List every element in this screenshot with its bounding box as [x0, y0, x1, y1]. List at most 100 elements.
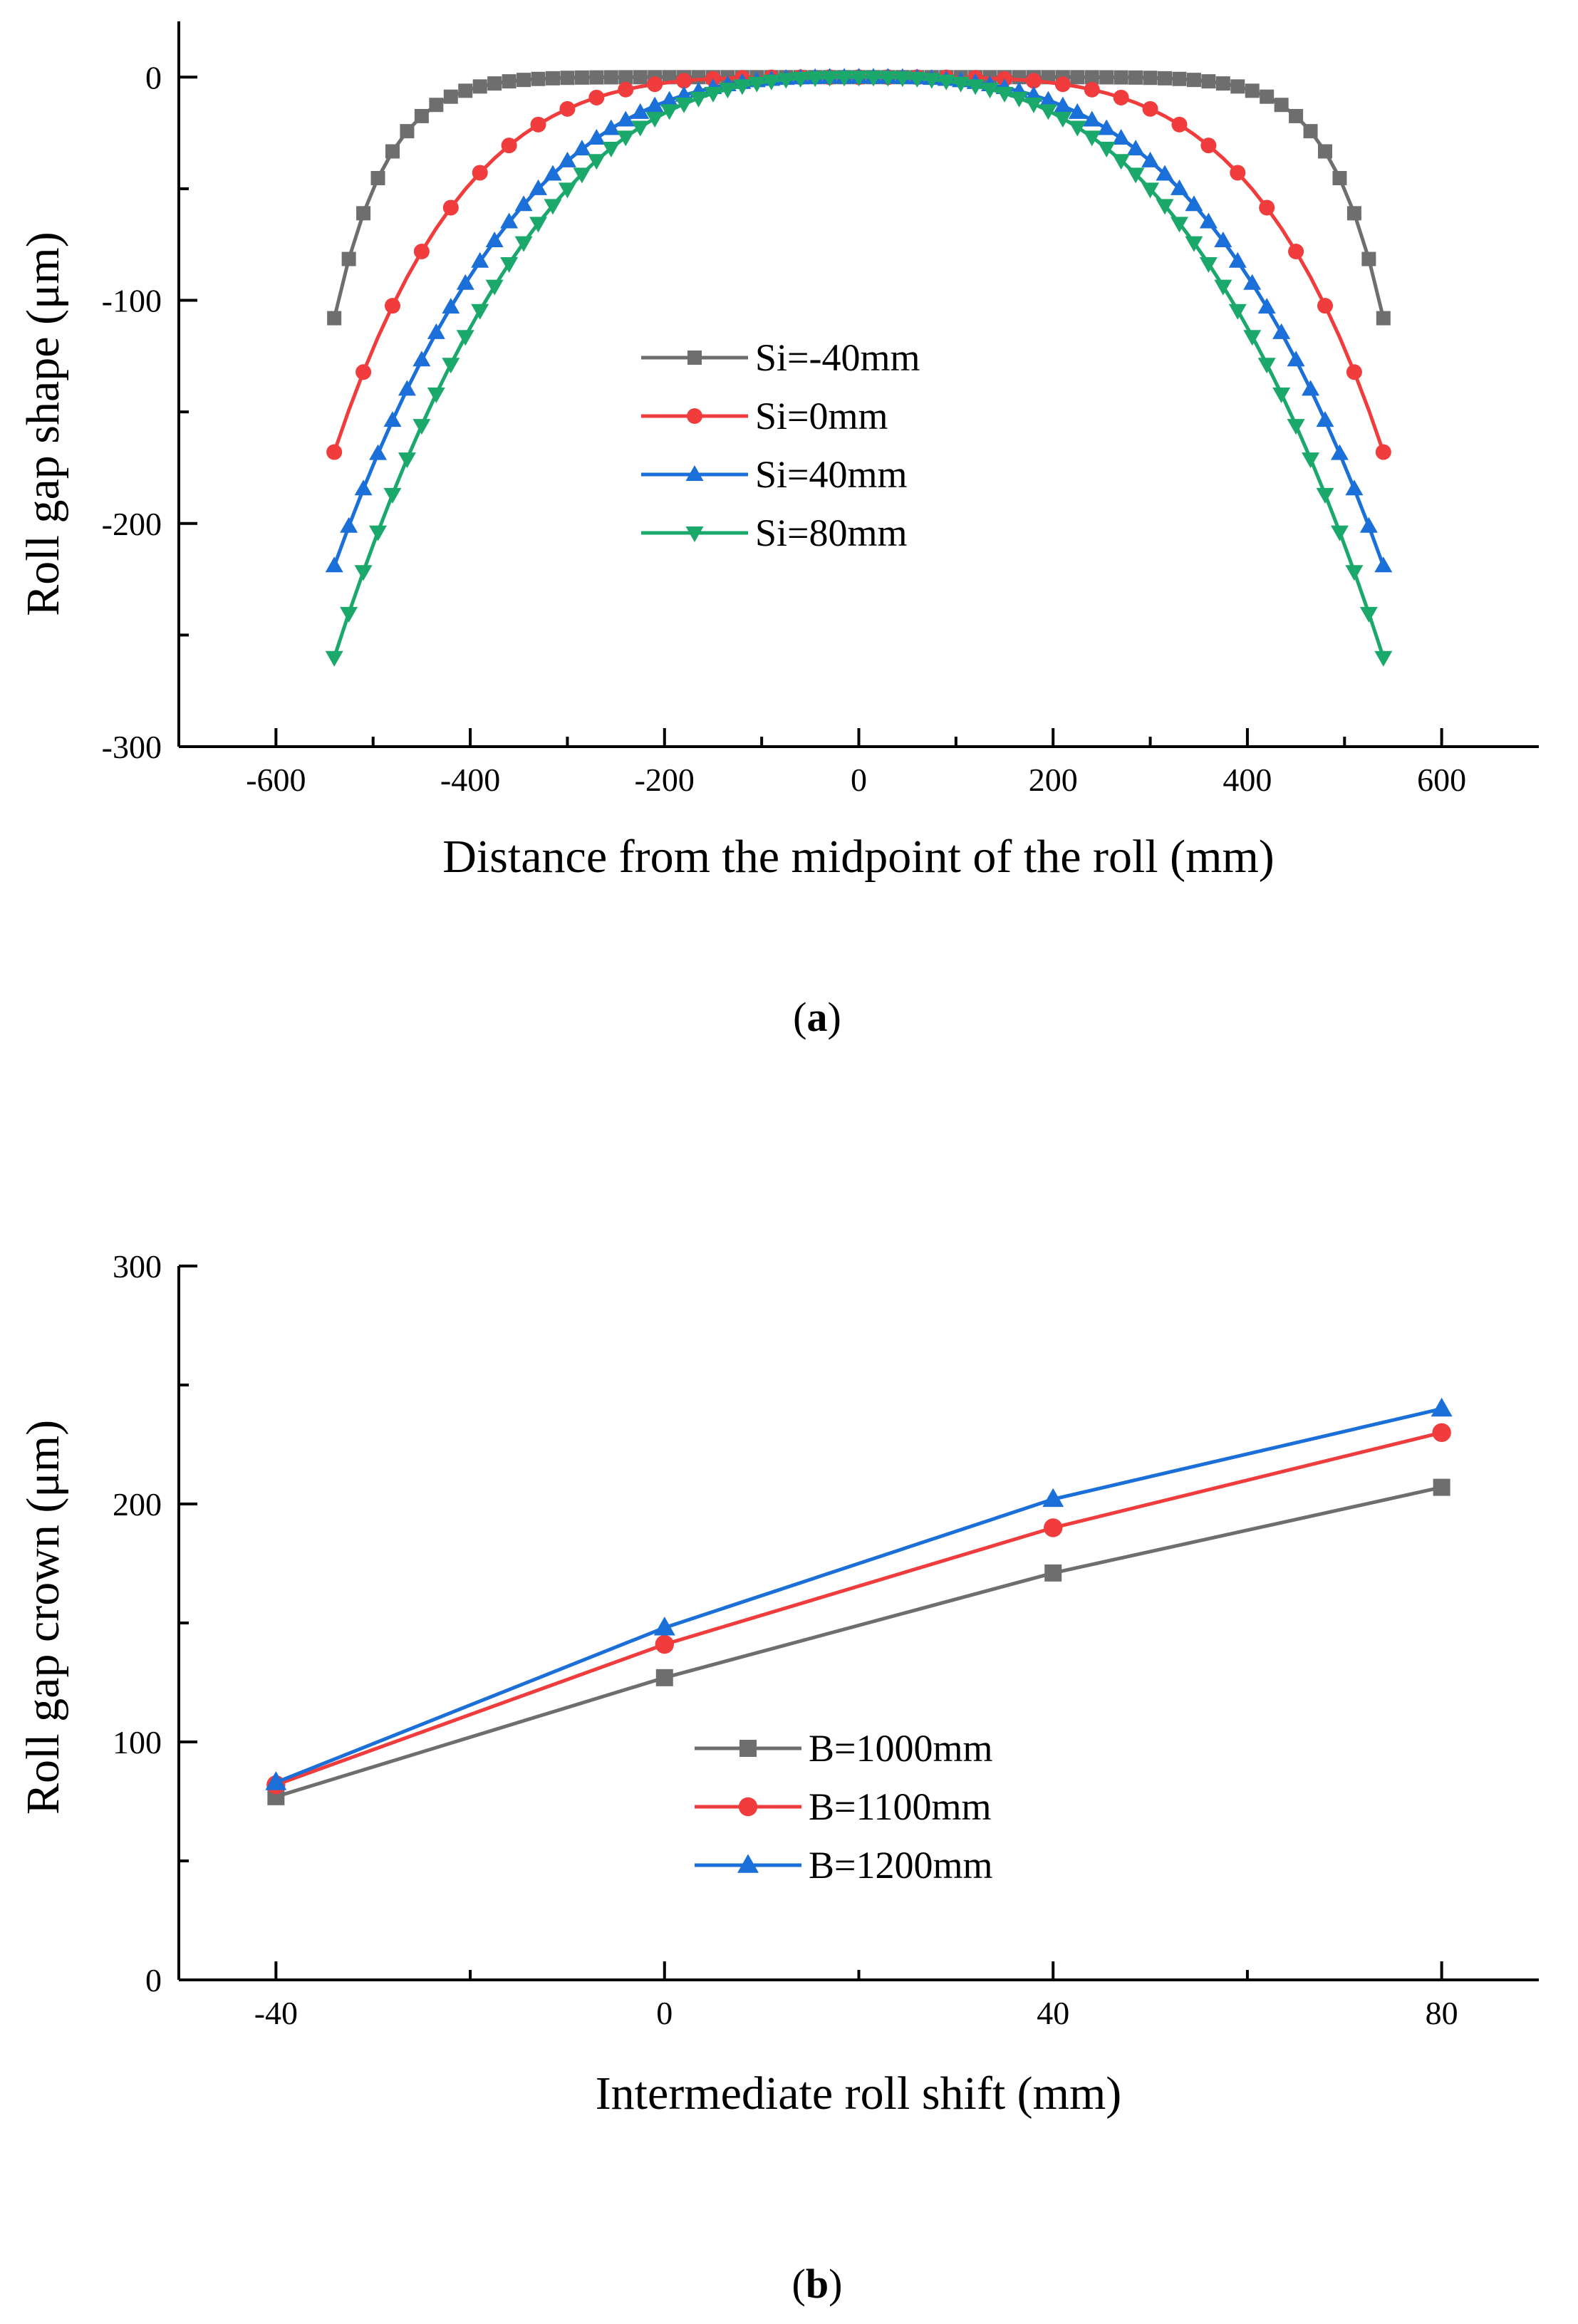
chart-a-series-1-point-72 — [1375, 444, 1391, 460]
chart-a-series-1-point-4 — [384, 298, 400, 314]
chart-b-legend-marker-1 — [738, 1797, 758, 1817]
chart-a-series-1-point-8 — [442, 199, 459, 216]
chart-a-series-3-point-54 — [1112, 154, 1131, 170]
chart-a-series-2-point-18 — [587, 129, 606, 145]
chart-a-series-3-point-9 — [456, 330, 474, 346]
chart-a-series-3-point-56 — [1141, 182, 1160, 199]
caption-b: (b) — [792, 2261, 843, 2307]
chart-a-series-2-point-14 — [529, 179, 548, 195]
chart-a-y-axis-title: Roll gap shape (μm) — [17, 232, 69, 616]
chart-a-x-tick-label-6: 600 — [1417, 762, 1466, 798]
chart-a-series-0-point-1 — [341, 251, 356, 266]
chart-a-series-1-point-20 — [618, 81, 634, 98]
chart-a-series-2-point-5 — [398, 380, 416, 396]
chart-a-series-3-point-53 — [1097, 141, 1116, 157]
chart-a-series-2-point-6 — [412, 351, 431, 367]
chart-a-series-3-point-29 — [747, 76, 766, 93]
chart-a-series-0-point-2 — [356, 206, 371, 221]
chart-a-series-3-point-18 — [587, 154, 606, 170]
chart-a-series-0-point-65 — [1274, 98, 1289, 113]
chart-a-series-0-point-17 — [574, 70, 589, 85]
chart-a-legend-label-0: Si=-40mm — [755, 336, 920, 379]
chart-a-series-2-point-65 — [1272, 323, 1291, 339]
chart-a-series-2-point-12 — [500, 212, 519, 229]
chart-a-series-0-point-62 — [1230, 79, 1245, 94]
chart-a-series-2-point-50 — [1054, 96, 1072, 113]
chart-a-series-0-point-59 — [1186, 73, 1201, 88]
chart-a-series-3-point-47 — [1009, 91, 1028, 108]
chart-a-series-2-point-21 — [631, 103, 650, 119]
chart-a-series-0-point-14 — [531, 71, 546, 86]
chart-a-series-0-point-3 — [370, 171, 385, 186]
chart-a-series-0-point-63 — [1245, 83, 1260, 98]
chart-a-y-tick-label-1: -200 — [102, 506, 162, 542]
chart-a-series-2-point-58 — [1170, 179, 1188, 195]
chart-a-series-1-point-16 — [559, 100, 576, 117]
chart-a-series-3-point-26 — [704, 86, 722, 103]
chart-b-series-layer — [265, 1397, 1453, 1805]
chart-a-series-3-point-24 — [675, 97, 693, 113]
chart-a-series-2-point-2 — [354, 479, 373, 496]
chart-a-legend-label-1: Si=0mm — [755, 395, 888, 437]
chart-a-series-0-point-71 — [1361, 251, 1376, 266]
chart-a-series-3-point-1 — [340, 606, 358, 623]
chart-a-series-2-point-51 — [1068, 103, 1086, 119]
chart-a-series-1-point-68 — [1317, 298, 1334, 314]
chart-a-series-3-point-15 — [544, 199, 562, 215]
chart-a-series-2-point-16 — [558, 151, 576, 167]
chart-a-series-3-point-16 — [558, 182, 576, 199]
chart-b-y-tick-label-1: 100 — [113, 1724, 162, 1760]
chart-a-series-3-point-38 — [878, 71, 897, 87]
chart-a-series-0-point-54 — [1114, 70, 1128, 85]
chart-a-series-0-point-58 — [1172, 71, 1187, 86]
chart-a-series-1-point-10 — [472, 165, 488, 181]
chart-b-series-0 — [267, 1478, 1450, 1805]
chart-a-series-3-point-13 — [514, 236, 533, 252]
chart-b-legend-item-0: B=1000mm — [695, 1727, 992, 1770]
chart-b-legend-marker-0 — [739, 1740, 757, 1757]
chart-a-series-1-point-70 — [1346, 364, 1362, 380]
chart-a-series-3-point-34 — [821, 71, 839, 87]
chart-b-series-1-point-1 — [655, 1634, 674, 1654]
chart-a-series-1-point-48 — [1025, 73, 1042, 89]
chart-a-series-2-point-13 — [514, 195, 533, 212]
chart-a-series-2-point-8 — [442, 298, 460, 314]
chart-b-legend-item-1: B=1100mm — [695, 1785, 991, 1828]
chart-b-series-1-point-2 — [1044, 1518, 1063, 1537]
chart-a-series-0-point-9 — [458, 83, 473, 98]
chart-a-series-0-point-56 — [1143, 71, 1158, 85]
chart-a-series-2-point-70 — [1345, 479, 1364, 496]
chart-a-series-1-point-54 — [1113, 89, 1129, 105]
chart-a-series-3-point-71 — [1359, 606, 1378, 623]
chart-a-series-3-point-45 — [981, 83, 1000, 99]
chart-a-series-0-point-57 — [1158, 71, 1173, 85]
chart-a-series-3-point-62 — [1228, 304, 1247, 320]
chart-b-series-0-point-2 — [1044, 1564, 1062, 1582]
chart-a-series-3-point-72 — [1374, 650, 1393, 667]
caption-b-letter: b — [806, 2261, 829, 2307]
chart-a-series-0-point-20 — [618, 70, 633, 85]
chart-b-legend-marker-2 — [737, 1854, 759, 1873]
caption-b-open: ( — [792, 2261, 806, 2307]
chart-a-y-tick-label-0: -300 — [102, 729, 162, 765]
chart-a-legend: Si=-40mm Si=0mm Si=40mm Si=80mm — [641, 336, 920, 554]
chart-a-series-2-point-10 — [471, 251, 489, 268]
chart-a-series-0-point-61 — [1215, 76, 1230, 91]
chart-a-legend-label-2: Si=40mm — [755, 453, 908, 496]
chart-a-series-3-point-48 — [1024, 97, 1043, 113]
chart-a-axes: -600 -400 -200 0 200 400 600 -300 -200 -100 0 — [102, 21, 1539, 798]
chart-a-series-0-point-8 — [443, 89, 458, 104]
chart-a-series-3-point-49 — [1039, 104, 1057, 120]
chart-a-series-2-point-69 — [1330, 444, 1349, 460]
chart-a-series-2-point-53 — [1097, 119, 1116, 135]
chart-a-series-3-point-7 — [427, 387, 445, 403]
chart-a-series-0-point-21 — [633, 70, 648, 85]
chart-a-series-0-point-12 — [502, 74, 517, 89]
chart-a-series-2-point-22 — [645, 96, 664, 113]
chart-a-series-3-point-65 — [1272, 387, 1291, 403]
chart-a-series-0-point-67 — [1303, 124, 1318, 139]
chart-a-series-2-point-1 — [340, 517, 358, 533]
chart-a-series-3-point-5 — [398, 452, 416, 469]
chart-a-series-layer — [325, 68, 1393, 667]
